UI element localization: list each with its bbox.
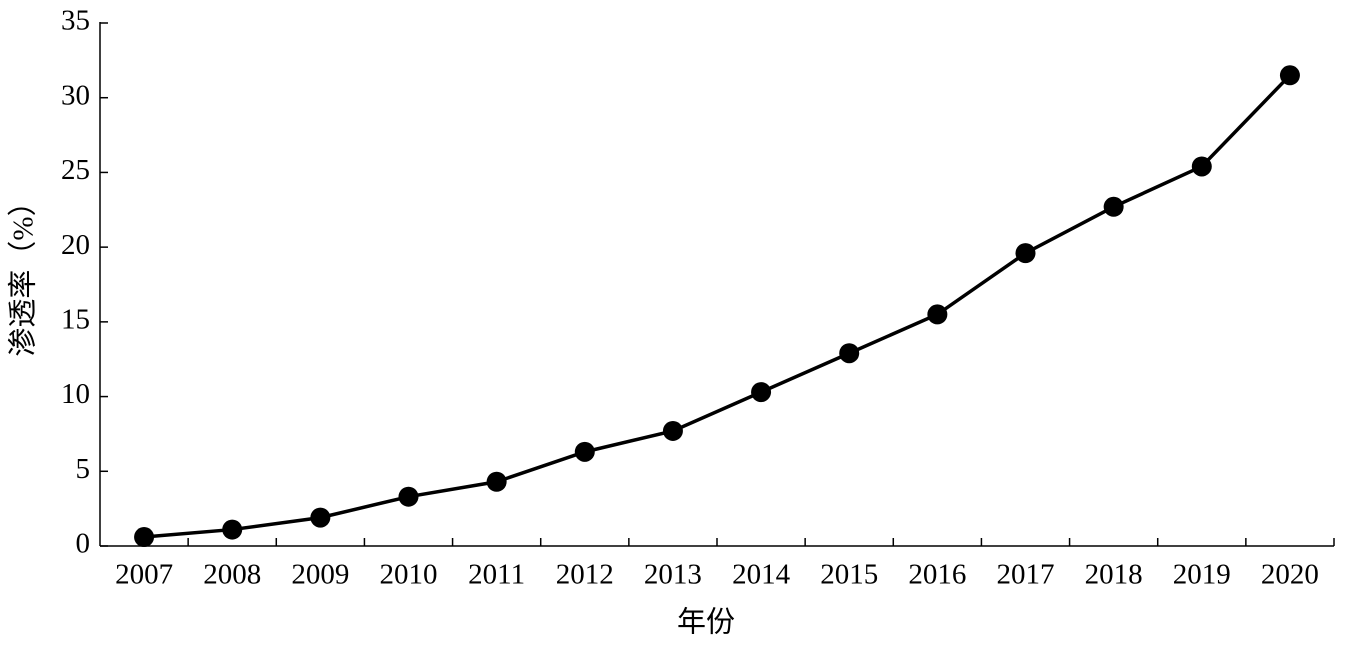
x-tick-label: 2020 [1261, 559, 1319, 591]
marker [839, 343, 860, 364]
x-tick-label: 2014 [732, 559, 791, 591]
y-tick-label: 0 [76, 528, 91, 560]
marker [398, 486, 419, 507]
y-tick-label: 5 [76, 453, 91, 485]
y-tick-label: 35 [61, 5, 90, 37]
x-tick-label: 2019 [1173, 559, 1231, 591]
marker [1279, 65, 1300, 86]
y-tick-label: 10 [61, 378, 90, 410]
x-tick-label: 2011 [468, 559, 525, 591]
y-tick-label: 15 [61, 304, 90, 336]
marker [751, 382, 772, 403]
x-tick-label: 2008 [203, 559, 261, 591]
marker [574, 441, 595, 462]
marker [1015, 243, 1036, 264]
marker [486, 471, 507, 492]
x-tick-label: 2016 [908, 559, 966, 591]
line [143, 74, 1292, 539]
y-tick-label: 20 [61, 229, 90, 261]
x-tick-label: 2012 [556, 559, 614, 591]
x-tick-label: 2015 [820, 559, 878, 591]
marker [662, 420, 683, 441]
y-tick-label: 25 [61, 154, 90, 186]
x-tick-label: 2017 [997, 559, 1055, 591]
y-tick-label: 30 [61, 79, 90, 111]
marker [134, 527, 155, 548]
y-axis-label: 渗透率（%） [7, 187, 40, 356]
marker [1191, 156, 1212, 177]
x-tick-label: 2009 [291, 559, 349, 591]
marker [222, 519, 243, 540]
marker [310, 507, 331, 528]
x-tick-label: 2007 [115, 559, 173, 591]
x-tick-label: 2010 [380, 559, 438, 591]
marker [1103, 196, 1124, 217]
marker [927, 304, 948, 325]
x-tick-label: 2013 [644, 559, 702, 591]
x-tick-label: 2018 [1085, 559, 1143, 591]
x-axis-label: 年份 [677, 606, 735, 639]
